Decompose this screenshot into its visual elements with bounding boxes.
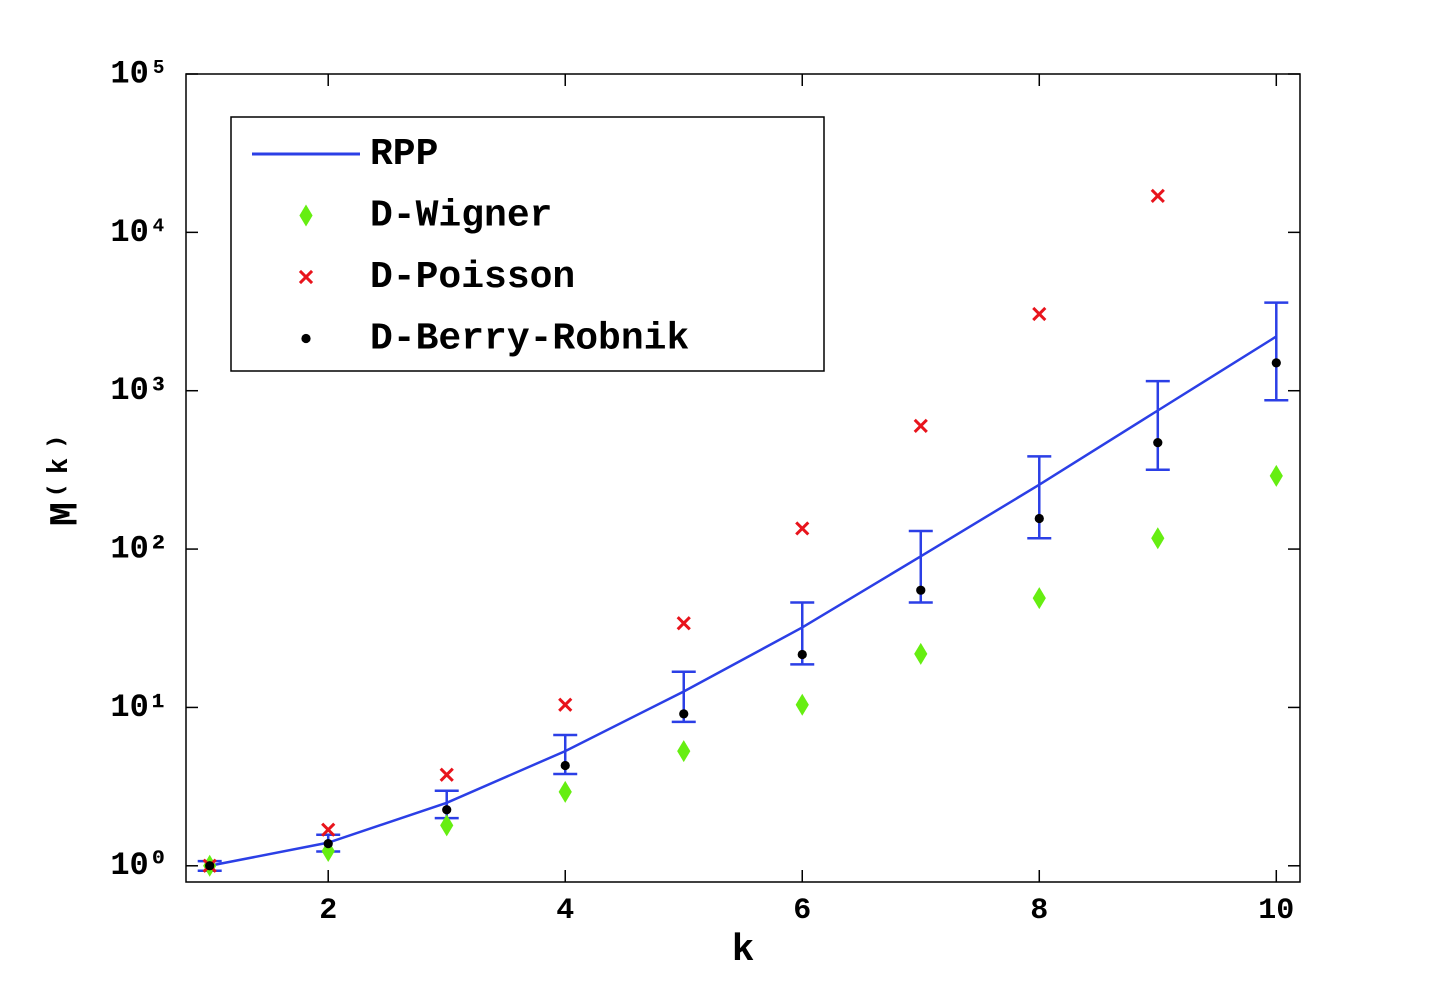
- diamond-marker: [1269, 464, 1283, 487]
- legend-swatch: [298, 269, 314, 285]
- y-tick-label: 10⁵: [110, 55, 168, 92]
- x-tick-label: 4: [556, 894, 574, 928]
- rpp-line: [209, 335, 1277, 868]
- cross-marker: [1032, 306, 1047, 322]
- y-axis-label: M⁽ᵏ⁾: [45, 430, 90, 526]
- cross-marker: [795, 521, 810, 536]
- y-tick-label: 10⁴: [110, 214, 168, 251]
- dot-marker: [797, 649, 807, 660]
- error-bar: [1145, 379, 1170, 471]
- x-tick-label: 8: [1030, 894, 1048, 928]
- legend-label: RPP: [370, 133, 438, 176]
- diamond-marker: [914, 642, 928, 665]
- y-tick-label: 10¹: [110, 689, 168, 726]
- diamond-marker: [558, 780, 572, 803]
- diamond-marker: [795, 693, 809, 716]
- x-axis-label: k: [732, 929, 755, 972]
- dot-marker: [205, 861, 215, 871]
- diamond-marker: [440, 814, 454, 837]
- legend-label: D-Berry-Robnik: [370, 318, 689, 361]
- dot-marker: [1271, 358, 1281, 368]
- diamond-marker: [677, 740, 691, 763]
- error-bar: [1027, 455, 1052, 540]
- diamond-marker: [1032, 587, 1046, 610]
- diamond-marker: [1151, 527, 1165, 550]
- legend-label: D-Poisson: [370, 256, 575, 299]
- cross-marker: [439, 767, 454, 782]
- x-tick-label: 6: [793, 894, 811, 928]
- dot-marker: [323, 839, 333, 849]
- legend-swatch: [299, 204, 313, 227]
- y-tick-label: 10²: [110, 531, 168, 568]
- dot-marker: [1153, 438, 1163, 448]
- legend-label: D-Wigner: [370, 195, 552, 238]
- cross-marker: [1150, 188, 1165, 203]
- dot-marker: [560, 760, 570, 771]
- plot-frame: [185, 73, 1301, 883]
- x-tick-label: 2: [319, 894, 337, 928]
- legend-swatch: [301, 333, 311, 344]
- error-bar: [1264, 301, 1289, 402]
- cross-marker: [676, 616, 691, 631]
- y-tick-label: 10³: [110, 372, 168, 409]
- cross-marker: [913, 418, 928, 433]
- dot-marker: [679, 709, 689, 719]
- cross-marker: [558, 697, 573, 712]
- legend-box: [230, 116, 825, 372]
- y-tick-label: 10⁰: [110, 847, 168, 884]
- cross-marker: [321, 822, 336, 837]
- dot-marker: [442, 805, 452, 815]
- dot-marker: [916, 585, 926, 595]
- x-tick-label: 10: [1258, 894, 1294, 928]
- dot-marker: [1034, 513, 1044, 524]
